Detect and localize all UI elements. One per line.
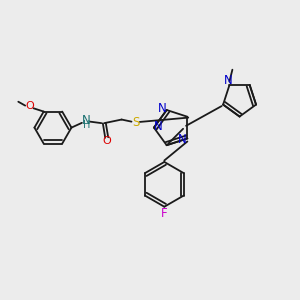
Text: H: H (83, 120, 90, 130)
Text: O: O (25, 101, 34, 111)
Text: N: N (158, 102, 166, 115)
Text: N: N (178, 133, 186, 146)
Text: O: O (102, 136, 111, 146)
Text: S: S (132, 116, 140, 129)
Text: N: N (224, 74, 233, 87)
Text: N: N (82, 114, 91, 127)
Text: F: F (161, 207, 168, 220)
Text: N: N (154, 120, 163, 133)
